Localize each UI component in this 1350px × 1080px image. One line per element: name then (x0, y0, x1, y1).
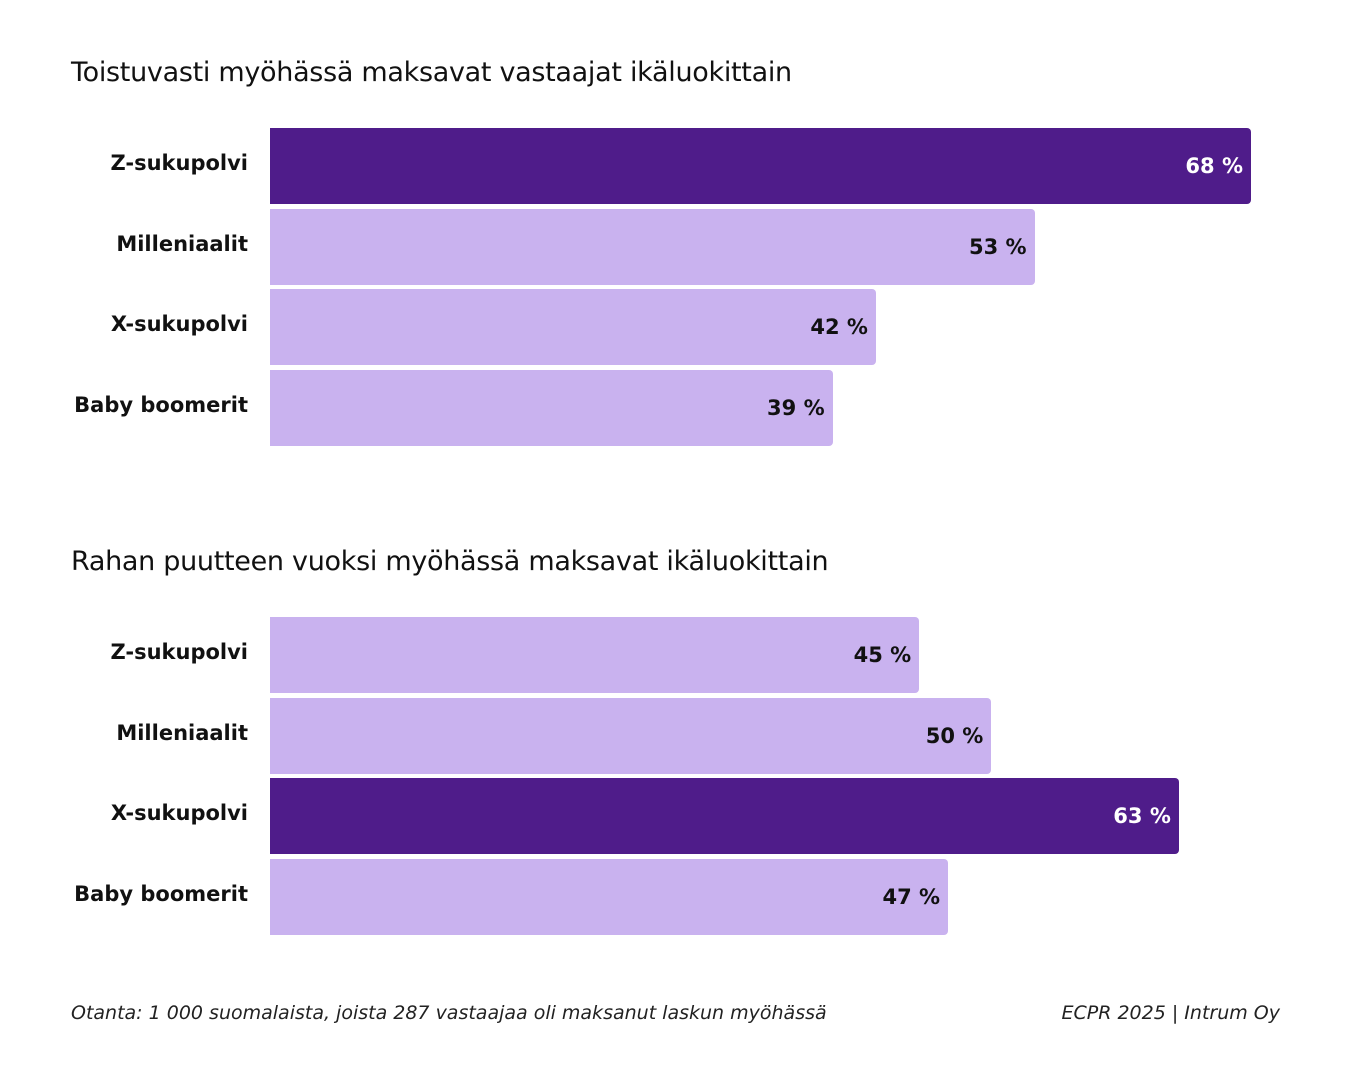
category-label: Baby boomerit (74, 881, 248, 906)
chart-1-title: Toistuvasti myöhässä maksavat vastaajat … (71, 57, 792, 88)
category-label: Z-sukupolvi (110, 151, 248, 175)
bar-row: Baby boomerit 47 % (0, 858, 1350, 935)
bar-row: Baby boomerit 39 % (0, 369, 1350, 446)
category-label: X-sukupolvi (110, 801, 248, 825)
data-label: 39 % (767, 395, 825, 420)
data-label: 50 % (925, 723, 984, 748)
data-label: 63 % (1113, 804, 1171, 828)
category-label: Baby boomerit (74, 392, 248, 417)
bar: 68 % (270, 128, 1251, 204)
bar: 39 % (270, 369, 833, 446)
bar-row: X-sukupolvi 42 % (0, 289, 1350, 365)
footer-note: Otanta: 1 000 suomalaista, joista 287 va… (71, 1002, 827, 1024)
data-label: 47 % (882, 884, 941, 909)
bar: 50 % (270, 697, 992, 774)
category-label: Z-sukupolvi (110, 640, 248, 664)
data-label: 68 % (1185, 154, 1243, 178)
bar: 47 % (270, 858, 949, 935)
bar: 42 % (270, 289, 876, 365)
bar: 45 % (270, 617, 920, 693)
category-label: Milleniaalit (116, 720, 248, 745)
data-label: 53 % (969, 234, 1027, 259)
data-label: 45 % (853, 643, 912, 667)
bar: 63 % (270, 778, 1179, 854)
footer-source: ECPR 2025 | Intrum Oy (1061, 1002, 1281, 1024)
bar-row: Milleniaalit 53 % (0, 208, 1350, 285)
bar-row: Z-sukupolvi 68 % (0, 128, 1350, 204)
data-label: 42 % (810, 315, 868, 339)
bar: 53 % (270, 208, 1035, 285)
bar-row: Z-sukupolvi 45 % (0, 617, 1350, 693)
bar-row: Milleniaalit 50 % (0, 697, 1350, 774)
chart-2-title: Rahan puutteen vuoksi myöhässä maksavat … (71, 546, 829, 577)
category-label: Milleniaalit (116, 231, 248, 256)
bar-row: X-sukupolvi 63 % (0, 778, 1350, 854)
category-label: X-sukupolvi (110, 312, 248, 336)
